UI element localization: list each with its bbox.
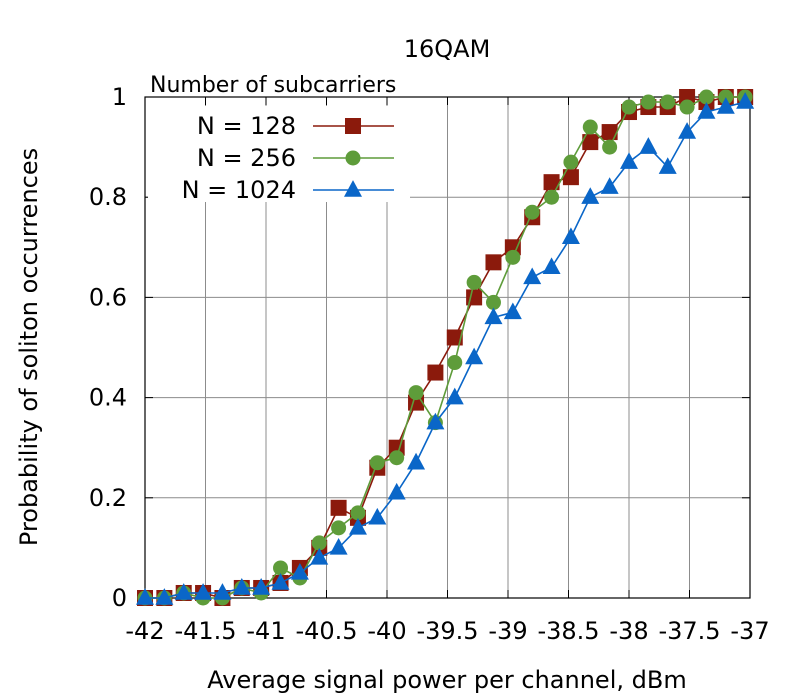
data-point-n-128 [601,124,618,141]
data-point-n-256 [505,249,521,265]
x-tick-label: -40.5 [295,617,357,645]
x-tick-label: -40 [367,617,406,645]
data-point-n-256 [582,119,598,135]
data-point-n-256 [698,89,714,105]
data-point-n-1024 [155,588,174,605]
data-point-n-1024 [174,583,193,600]
x-tick-label: -37 [730,617,769,645]
data-point-n-1024 [329,537,348,555]
data-point-n-1024 [542,257,561,275]
y-axis-label: Probability of soliton occurrences [15,148,43,546]
data-point-n-256 [660,94,676,110]
data-point-n-1024 [620,152,638,169]
axis-ticks: -42 -41.5 -41 -40.5 -40 -39.5 -39 -38.5 -38 -37.5… [89,83,770,645]
y-tick-label: 0 [112,584,127,612]
data-point-n-128 [562,169,579,186]
data-point-n-256 [408,385,424,401]
data-point-n-1024 [503,302,522,320]
data-point-n-1024 [213,583,232,600]
data-point-n-256 [621,99,637,115]
legend-background [148,106,410,202]
data-point-n-256 [640,94,656,110]
legend-marker-n-256 [345,150,361,166]
data-point-n-128 [543,174,560,191]
data-point-n-256 [602,139,618,155]
data-point-n-256 [331,520,347,536]
data-point-n-256 [447,355,463,371]
data-point-n-1024 [407,452,426,470]
data-point-n-256 [544,189,560,205]
data-point-n-128 [330,499,347,516]
data-point-n-1024 [484,307,503,325]
data-point-n-256 [524,204,540,220]
x-axis-label: Average signal power per channel, dBm [207,666,686,694]
x-tick-label: -41.5 [174,617,236,645]
legend-label-n-1024: N = 1024 [182,176,296,204]
data-point-n-1024 [678,122,697,139]
data-point-n-1024 [232,578,251,595]
legend-marker-n-1024 [344,180,362,197]
y-tick-label: 0.8 [89,183,127,211]
data-point-n-1024 [581,187,600,204]
data-point-n-1024 [561,227,580,244]
x-tick-label: -38.5 [537,617,599,645]
data-point-n-256 [273,560,289,576]
y-tick-label: 1 [112,83,127,111]
data-point-n-256 [389,450,405,466]
data-point-n-256 [369,455,385,471]
data-point-n-1024 [697,102,716,119]
data-point-n-128 [485,254,502,271]
legend-label-n-128: N = 128 [197,112,296,140]
data-point-n-1024 [136,588,154,605]
x-tick-label: -37.5 [658,617,720,645]
data-point-n-1024 [368,507,387,525]
legend: Number of subcarriers N = 128 N = 256 N = … [148,73,410,204]
legend-label-n-256: N = 256 [197,144,296,172]
data-point-n-1024 [445,387,464,405]
data-point-n-1024 [716,97,735,114]
data-point-n-256 [679,99,695,115]
y-tick-label: 0.4 [89,384,127,412]
y-tick-label: 0.6 [89,283,127,311]
x-tick-label: -39.5 [416,617,478,645]
data-point-n-1024 [387,482,406,500]
data-point-n-1024 [600,177,619,194]
data-point-n-256 [311,535,327,551]
series-group [136,89,755,606]
x-tick-label: -39 [488,617,527,645]
data-point-n-128 [427,364,444,381]
data-point-n-128 [446,329,463,346]
data-point-n-1024 [194,583,213,600]
data-point-n-1024 [523,267,542,285]
data-point-n-256 [485,294,501,310]
data-point-n-1024 [310,548,329,565]
data-point-n-256 [563,154,579,170]
x-tick-label: -38 [609,617,648,645]
data-point-n-256 [350,505,366,521]
data-point-n-1024 [658,157,677,174]
chart-title: 16QAM [404,35,491,63]
data-point-n-1024 [348,517,367,535]
series-n-1024 [136,92,755,605]
data-point-n-128 [582,134,599,151]
data-point-n-256 [466,274,482,290]
x-tick-label: -42 [125,617,164,645]
data-point-n-256 [718,89,734,105]
y-tick-label: 0.2 [89,484,127,512]
data-point-n-1024 [290,563,309,580]
data-point-n-1024 [465,347,484,365]
legend-title: Number of subcarriers [150,73,396,98]
data-point-n-1024 [271,573,290,590]
x-tick-label: -41 [246,617,285,645]
data-point-n-1024 [252,578,271,595]
legend-marker-n-128 [345,118,361,134]
data-point-n-1024 [639,137,658,154]
data-point-n-1024 [426,412,445,430]
data-point-n-1024 [736,92,755,109]
